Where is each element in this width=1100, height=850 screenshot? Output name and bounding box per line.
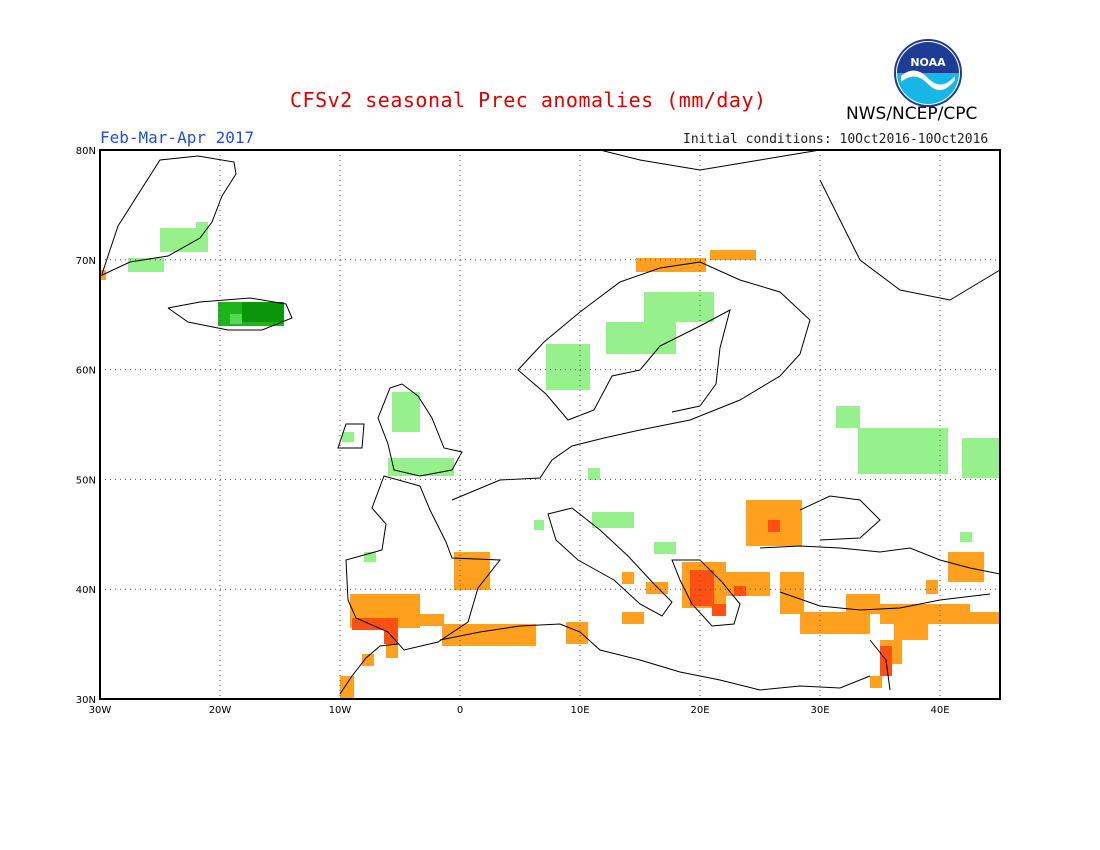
anomaly-cell <box>386 644 398 658</box>
anomaly-cell <box>636 258 706 272</box>
anomaly-cell <box>712 604 726 616</box>
anomaly-cell <box>926 580 938 594</box>
anomaly-cell <box>780 572 804 584</box>
anomaly-cell <box>342 432 354 442</box>
anomaly-cell <box>846 594 880 614</box>
lon-tick-label: 0 <box>457 705 463 716</box>
anomaly-cell <box>800 612 870 634</box>
lat-tick-labels: 80N 70N 60N 50N 40N 30N <box>76 146 96 706</box>
noaa-logo: NOAA <box>894 39 962 107</box>
anomaly-cell <box>420 614 444 626</box>
anomaly-cell <box>196 222 208 232</box>
anomaly-cell <box>690 570 714 606</box>
anomaly-cell <box>566 622 588 644</box>
anomaly-cell <box>654 542 676 554</box>
anomaly-cell <box>242 302 284 322</box>
anomaly-cell <box>836 406 860 428</box>
anomaly-cell <box>768 520 780 532</box>
lon-tick-labels: 30W 20W 10W 0 10E 20E 30E 40E <box>89 705 950 716</box>
anomaly-cell <box>534 520 544 530</box>
map-frame <box>99 149 1001 700</box>
anomaly-cell <box>454 552 490 590</box>
lat-tick-label: 30N <box>76 695 96 706</box>
anomaly-cell <box>340 676 354 698</box>
anomaly-cell <box>724 572 770 596</box>
anomaly-cell <box>644 292 714 322</box>
initial-conditions-label: Initial conditions: 10Oct2016-10Oct2016 <box>683 132 989 147</box>
anomaly-cell <box>388 458 454 476</box>
anomaly-map: 30W 20W 10W 0 10E 20E 30E 40E 80N 70N 60N 50N 40N 30… <box>76 146 1001 716</box>
map-title: CFSv2 seasonal Prec anomalies (mm/day) <box>290 88 767 112</box>
season-label: Feb-Mar-Apr 2017 <box>100 128 255 147</box>
anomaly-cells <box>100 222 1000 698</box>
lon-tick-label: 20W <box>209 705 232 716</box>
anomaly-cell <box>364 552 376 562</box>
anomaly-cell <box>588 468 600 480</box>
anomaly-cell <box>870 676 882 688</box>
logo-text: NOAA <box>910 56 946 69</box>
lat-tick-label: 40N <box>76 585 96 596</box>
anomaly-cell <box>894 624 928 640</box>
lon-tick-label: 30W <box>89 705 112 716</box>
lon-tick-label: 40E <box>930 705 949 716</box>
agency-label: NWS/NCEP/CPC <box>846 104 978 124</box>
lon-tick-label: 10W <box>329 705 352 716</box>
anomaly-cell <box>734 586 746 596</box>
anomaly-cell <box>392 392 420 432</box>
anomaly-cell <box>962 438 1000 478</box>
anomaly-cell <box>622 572 634 584</box>
lon-tick-label: 30E <box>810 705 829 716</box>
lat-tick-label: 50N <box>76 475 96 486</box>
anomaly-cell <box>592 512 634 528</box>
anomaly-cell <box>858 428 948 474</box>
anomaly-cell <box>646 582 668 594</box>
coastlines <box>99 149 1001 695</box>
anomaly-cell <box>606 322 676 354</box>
graticule <box>100 150 1000 699</box>
lon-tick-label: 20E <box>690 705 709 716</box>
lat-tick-label: 70N <box>76 256 96 267</box>
anomaly-cell <box>362 654 374 666</box>
anomaly-cell <box>622 612 644 624</box>
anomaly-cell <box>546 344 590 390</box>
anomaly-cell <box>970 612 1000 624</box>
lon-tick-label: 10E <box>570 705 589 716</box>
anomaly-cell <box>442 624 536 646</box>
anomaly-cell <box>710 250 756 260</box>
lat-tick-label: 60N <box>76 366 96 377</box>
lat-tick-label: 80N <box>76 146 96 157</box>
anomaly-cell <box>960 532 972 542</box>
anomaly-cell <box>880 604 970 624</box>
anomaly-cell <box>128 258 164 272</box>
anomaly-cell <box>230 314 242 324</box>
